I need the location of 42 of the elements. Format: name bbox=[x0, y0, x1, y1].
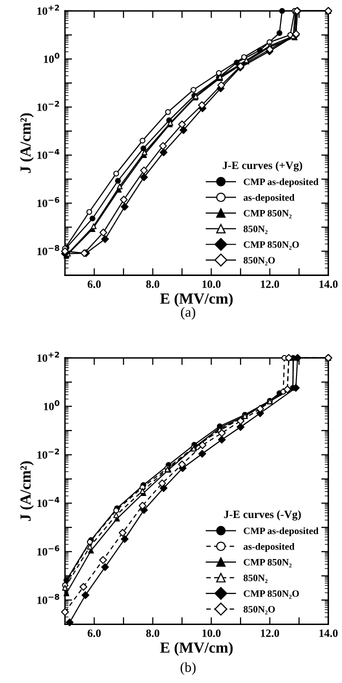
x-tick-label: 12.0 bbox=[260, 629, 280, 637]
y-tick-label: 10$^{−4}$ bbox=[37, 148, 60, 160]
y-tick-label: 10$^{+2}$ bbox=[37, 4, 60, 15]
text: (a) bbox=[181, 307, 196, 320]
y-axis-title: J (A/cm²) bbox=[20, 113, 34, 173]
legend-label: CMP as-deposited bbox=[244, 527, 318, 536]
y-tick-label: 10$^{−2}$ bbox=[37, 448, 60, 459]
x-tick-label: 12.0 bbox=[260, 280, 280, 288]
x-tick-label: 14.0 bbox=[319, 629, 338, 637]
x-tick-label: 10.0 bbox=[202, 280, 221, 288]
y-tick-label: 10$^{0}$ bbox=[44, 52, 60, 63]
x-tick-label: 6.0 bbox=[88, 280, 101, 288]
y-tick-label: 10$^{+2}$ bbox=[37, 352, 60, 362]
y-tick-label: 10$^{−8}$ bbox=[37, 245, 60, 256]
legend-label: CMP 850N₂ bbox=[244, 210, 292, 218]
y-tick-label: 10$^{0}$ bbox=[44, 400, 60, 410]
y-tick-label: 10$^{−8}$ bbox=[37, 594, 60, 604]
x-axis-title: E (MV/cm) bbox=[160, 292, 233, 307]
legend-label: 850N₂O bbox=[244, 256, 275, 266]
x-tick-label: 8.0 bbox=[146, 280, 160, 288]
legend-label: 850N₂ bbox=[244, 574, 268, 584]
legend-label: as-deposited bbox=[244, 542, 294, 552]
legend-label: CMP 850N₂O bbox=[244, 241, 299, 250]
legend-title: J-E curves (+Vg) bbox=[222, 161, 302, 172]
legend-label: 850N₂O bbox=[244, 606, 275, 614]
x-tick-label: 8.0 bbox=[146, 629, 160, 637]
legend-title: J-E curves (-Vg) bbox=[224, 510, 301, 520]
y-tick-label: 10$^{−4}$ bbox=[37, 497, 60, 508]
text: (b) bbox=[180, 662, 196, 675]
x-axis-title: E (MV/cm) bbox=[160, 642, 233, 656]
y-tick-label: 10$^{−2}$ bbox=[37, 100, 60, 111]
legend-label: CMP 850N₂ bbox=[244, 558, 292, 568]
legend-label: as-deposited bbox=[244, 194, 294, 203]
x-tick-label: 6.0 bbox=[88, 629, 101, 637]
legend-label: CMP as-deposited bbox=[244, 178, 318, 188]
x-tick-label: 10.0 bbox=[202, 629, 221, 637]
legend-label: CMP 850N₂O bbox=[244, 590, 299, 599]
y-tick-label: 10$^{−6}$ bbox=[37, 545, 60, 556]
y-tick-label: 10$^{−6}$ bbox=[37, 196, 60, 208]
legend-label: 850N₂ bbox=[244, 226, 268, 234]
x-tick-label: 14.0 bbox=[319, 280, 338, 288]
y-axis-title: J (A/cm²) bbox=[20, 461, 34, 521]
